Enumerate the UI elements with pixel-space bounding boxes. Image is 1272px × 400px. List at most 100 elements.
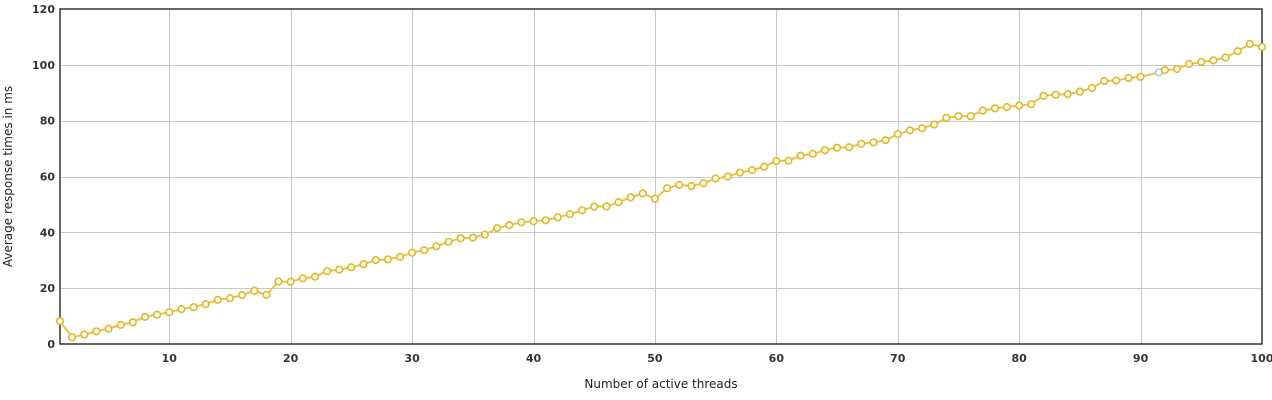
data-point[interactable] [1160,65,1169,75]
data-point[interactable] [760,162,769,171]
data-point[interactable] [917,124,927,133]
data-point[interactable] [832,143,842,152]
data-point[interactable] [262,290,271,300]
data-point[interactable] [1172,64,1182,74]
data-point[interactable] [1015,101,1024,110]
data-point[interactable] [480,230,490,239]
data-point[interactable] [444,237,453,246]
data-point[interactable] [565,210,575,219]
data-point[interactable] [468,233,477,242]
data-point[interactable] [735,168,745,177]
data-point[interactable] [577,206,587,215]
data-point[interactable] [359,260,368,269]
data-point[interactable] [772,157,781,166]
data-point[interactable] [602,202,611,211]
data-point[interactable] [626,193,635,202]
data-point[interactable] [493,224,502,233]
data-point[interactable] [942,113,951,122]
data-point[interactable] [432,242,441,251]
data-point[interactable] [225,294,235,303]
data-point[interactable] [529,217,538,226]
data-point[interactable] [541,216,550,225]
data-point[interactable] [553,213,562,222]
data-point[interactable] [395,252,405,261]
data-point[interactable] [371,255,380,265]
data-point[interactable] [201,300,210,309]
data-point[interactable] [55,317,65,326]
data-point[interactable] [250,286,259,295]
data-point[interactable] [140,312,150,322]
data-point[interactable] [784,156,793,165]
data-point[interactable] [153,310,162,319]
data-point[interactable] [1209,56,1218,65]
data-point[interactable] [1039,91,1048,100]
data-point[interactable] [165,308,174,317]
data-point[interactable] [286,277,295,286]
data-point[interactable] [1087,83,1097,93]
data-point[interactable] [298,274,307,283]
data-point[interactable] [104,324,113,333]
data-point[interactable] [869,138,878,147]
data-point[interactable] [420,246,429,255]
data-point[interactable] [80,330,89,339]
data-point[interactable] [517,218,526,227]
data-point[interactable] [905,126,915,135]
data-point[interactable] [711,174,720,183]
data-point[interactable] [1136,72,1145,81]
data-point[interactable] [747,166,757,175]
data-point[interactable] [954,112,963,121]
data-point[interactable] [978,106,987,115]
data-point[interactable] [213,295,222,305]
data-point[interactable] [1124,73,1133,83]
data-point[interactable] [881,136,890,145]
data-point[interactable] [92,327,101,336]
data-point[interactable] [820,146,830,155]
data-point[interactable] [323,267,332,276]
data-point[interactable] [1112,76,1121,85]
data-point[interactable] [893,130,902,139]
data-point[interactable] [687,181,696,191]
data-point[interactable] [408,248,417,257]
data-point[interactable] [808,149,817,158]
data-point[interactable] [1245,39,1254,49]
data-point[interactable] [116,320,125,330]
data-point[interactable] [1197,57,1206,67]
data-point[interactable] [1233,47,1242,56]
data-point[interactable] [1027,100,1036,109]
data-point[interactable] [1051,90,1060,99]
data-point[interactable] [1002,102,1012,112]
data-point[interactable] [723,172,732,181]
data-point[interactable] [966,112,975,121]
data-point[interactable] [189,303,198,312]
data-point[interactable] [1185,59,1194,69]
data-point[interactable] [347,263,356,272]
data-point[interactable] [930,120,939,129]
data-point[interactable] [590,202,599,211]
data-point[interactable] [274,277,283,286]
data-point[interactable] [699,179,708,188]
data-point[interactable] [662,184,672,193]
data-point[interactable] [675,180,684,189]
data-point[interactable] [128,318,137,327]
data-point[interactable] [1075,87,1084,96]
data-point[interactable] [67,333,77,342]
data-point[interactable] [177,305,186,314]
data-point[interactable] [796,151,805,160]
data-point[interactable] [1063,89,1072,99]
data-point[interactable] [857,139,866,148]
data-point[interactable] [310,272,320,281]
data-point[interactable] [650,194,660,203]
data-point[interactable] [238,291,247,300]
data-point[interactable] [383,255,392,264]
data-point[interactable] [638,189,647,198]
data-point[interactable] [845,143,854,152]
data-point[interactable] [456,234,465,243]
data-point[interactable] [335,265,344,274]
data-point[interactable] [614,198,623,207]
data-point[interactable] [505,221,514,230]
data-point[interactable] [1221,53,1230,62]
data-point[interactable] [990,104,1000,113]
data-point[interactable] [1100,76,1109,86]
data-point[interactable] [1257,42,1267,52]
